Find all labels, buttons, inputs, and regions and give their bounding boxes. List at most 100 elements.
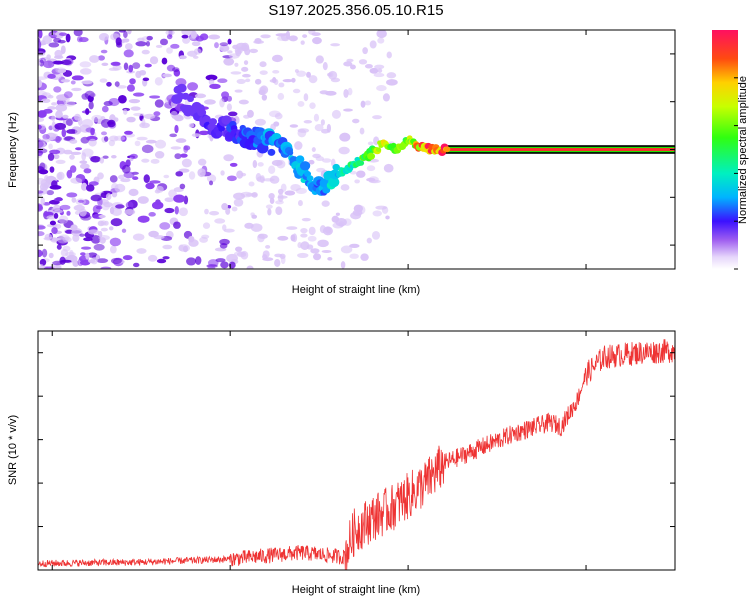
spectrogram-noise-blob (78, 37, 89, 43)
spectrogram-noise-blob (369, 40, 377, 49)
spectrogram-noise-blob (66, 210, 71, 216)
spectrogram-noise-blob (114, 135, 126, 141)
spectrogram-noise-blob (163, 174, 170, 179)
spectrogram-noise-blob (79, 61, 92, 68)
spectrogram-noise-blob (228, 111, 238, 117)
spectrogram-noise-blob (372, 115, 382, 120)
spectrogram-noise-blob (88, 101, 94, 110)
spectrogram-noise-blob (175, 138, 187, 143)
spectrogram-noise-blob (226, 205, 232, 209)
spectrogram-noise-blob (209, 83, 221, 90)
spectrogram-noise-blob (262, 250, 270, 258)
spectrogram-noise-blob (85, 252, 90, 260)
spectrogram-noise-blob (38, 225, 46, 230)
spectrogram-noise-blob (75, 147, 83, 151)
carrier-track-point (299, 161, 311, 171)
spectrogram-noise-blob (269, 197, 275, 204)
spectrogram-noise-blob (41, 248, 48, 258)
spectrogram-noise-blob (128, 64, 134, 73)
spectrogram-noise-blob (221, 203, 229, 211)
spectrogram-noise-blob (155, 44, 163, 49)
spectrogram-noise-blob (72, 260, 79, 267)
spectrogram-noise-blob (274, 253, 283, 258)
spectrogram-noise-blob (169, 133, 177, 138)
spectrogram-noise-blob (48, 42, 60, 48)
spectrogram-noise-blob (242, 73, 251, 78)
spectrogram-noise-blob (335, 218, 347, 227)
spectrogram-noise-blob (303, 93, 309, 102)
spectrogram-noise-blob (271, 54, 283, 63)
spectrogram-noise-blob (164, 207, 175, 214)
spectrogram-noise-blob (190, 30, 197, 39)
chart-title: S197.2025.356.05.10.R15 (268, 2, 443, 19)
spectrogram-noise-blob (60, 59, 72, 66)
spectrogram-noise-blob (127, 30, 132, 35)
spectrogram-noise-blob (191, 133, 201, 137)
spectrogram-noise-blob (154, 189, 161, 194)
spectrogram-noise-blob (90, 194, 102, 202)
spectrogram-noise-blob (193, 48, 202, 55)
spectrogram-noise-blob (91, 114, 103, 123)
spectrogram-noise-blob (346, 58, 354, 63)
spectrogram-noise-blob (179, 183, 186, 190)
spectrogram-noise-blob (165, 30, 175, 36)
spectrogram-noise-blob (136, 248, 147, 254)
spectrogram-noise-blob (110, 218, 123, 227)
spectrogram-noise-blob (377, 68, 383, 73)
spectrogram-noise-blob (265, 244, 271, 249)
spectrogram-noise-blob (38, 61, 41, 66)
spectrogram-noise-blob (276, 159, 286, 169)
spectrogram-noise-blob (47, 94, 54, 99)
spectrogram-noise-blob (278, 82, 285, 88)
spectrogram-noise-blob (366, 165, 376, 172)
spectrogram-noise-blob (166, 47, 173, 54)
spectrogram-noise-blob (371, 231, 381, 240)
spectrogram-noise-blob (143, 113, 156, 120)
spectrogram-noise-blob (73, 204, 85, 211)
spectrogram-noise-blob (148, 230, 159, 238)
spectrogram-noise-blob (160, 38, 168, 46)
spectrogram-noise-blob (296, 70, 307, 77)
spectrogram-noise-blob (123, 62, 129, 71)
spectrogram-noise-blob (124, 130, 133, 135)
spectrogram-noise-blob (66, 192, 78, 198)
spectrogram-noise-blob (254, 78, 262, 85)
spectrogram-noise-blob (364, 64, 373, 69)
spectrogram-noise-blob (87, 229, 100, 235)
spectrogram-noise-blob (55, 67, 67, 74)
spectrogram-noise-blob (150, 158, 160, 164)
spectrogram-noise-blob (100, 227, 108, 232)
spectrogram-noise-blob (146, 35, 153, 41)
spectrogram-noise-blob (178, 244, 190, 252)
spectrogram-noise-blob (275, 206, 283, 216)
snr-ticks (38, 331, 675, 571)
spectrogram-noise-blob (40, 196, 45, 206)
spectrogram-noise-blob (339, 132, 351, 142)
spectrogram-noise-blob (277, 235, 289, 241)
spectrogram-noise-blob (145, 139, 157, 144)
spectrogram-noise-blob (253, 40, 265, 44)
carrier-track-point (197, 108, 207, 117)
spectrogram-noise-blob (319, 90, 329, 95)
spectrogram-noise-blob (93, 243, 105, 251)
spectrogram-noise-blob (181, 158, 192, 168)
spectrogram-noise-blob (290, 183, 301, 192)
spectrogram-noise-blob (55, 110, 63, 119)
spectrogram-noise-blob (236, 78, 246, 84)
spectrogram-noise-blob (245, 193, 258, 197)
spectrogram-noise-blob (80, 252, 86, 256)
spectrogram-noise-blob (129, 78, 136, 85)
spectrogram-noise-blob (55, 135, 61, 144)
spectrogram-noise-blob (259, 61, 267, 68)
spectrogram-noise-blob (154, 99, 164, 108)
spectrogram-noise-blob (38, 40, 42, 50)
spectrogram-noise-blob (114, 183, 126, 193)
spectrogram-noise-blob (85, 127, 96, 133)
spectrogram-noise-blob (328, 70, 338, 80)
spectrogram-noise-blob (66, 129, 78, 134)
spectrogram-noise-blob (56, 172, 63, 180)
spectrogram-noise-blob (349, 64, 356, 70)
spectrogram-noise-blob (122, 255, 133, 261)
spectrogram-noise-blob (360, 100, 366, 108)
carrier-track-point (306, 175, 314, 182)
